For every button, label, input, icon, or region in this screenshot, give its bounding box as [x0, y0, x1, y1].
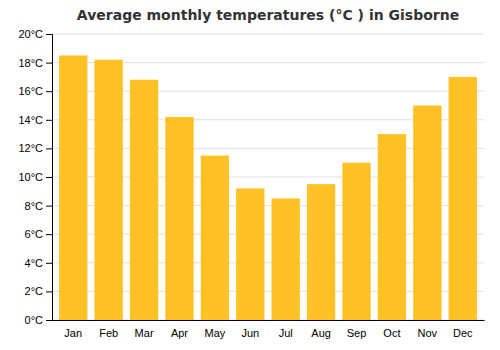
y-tick: 2°C	[25, 285, 52, 297]
y-tick-mark	[46, 291, 52, 292]
bar	[307, 184, 335, 320]
x-tick-label: Jan	[64, 327, 82, 339]
x-tick-label: Jul	[279, 327, 293, 339]
y-tick-mark	[46, 177, 52, 178]
y-tick-mark	[46, 120, 52, 121]
y-tick: 14°C	[18, 114, 52, 126]
y-tick-label: 6°C	[25, 228, 44, 240]
x-tick: Feb	[99, 327, 118, 339]
x-tick-label: Mar	[135, 327, 154, 339]
y-tick-mark	[46, 320, 52, 321]
x-tick: Aug	[311, 327, 331, 339]
x-tick: Oct	[383, 327, 400, 339]
x-tick-label: Nov	[418, 327, 438, 339]
y-tick-label: 2°C	[25, 285, 44, 297]
y-tick-mark	[46, 91, 52, 92]
x-tick: Jun	[241, 327, 259, 339]
y-tick-label: 20°C	[18, 28, 43, 40]
y-tick: 10°C	[18, 171, 52, 183]
y-tick-mark	[46, 234, 52, 235]
y-tick-label: 8°C	[25, 200, 44, 212]
x-tick: Sep	[347, 327, 367, 339]
y-tick-label: 4°C	[25, 257, 44, 269]
y-tick: 12°C	[18, 142, 52, 154]
x-axis: Jan Feb Mar Apr May Jun Jul Aug Sep Oct Nov Dec	[53, 321, 485, 339]
x-tick: Nov	[418, 327, 438, 339]
x-tick-label: Sep	[347, 327, 367, 339]
y-tick: 16°C	[18, 85, 52, 97]
bar	[449, 77, 477, 320]
x-tick-label: Apr	[171, 327, 188, 339]
grid-line	[52, 34, 484, 35]
x-tick-label: Dec	[453, 327, 473, 339]
grid	[52, 34, 484, 320]
y-tick-label: 12°C	[18, 142, 43, 154]
y-tick: 8°C	[25, 200, 52, 212]
y-tick: 20°C	[18, 28, 52, 40]
x-tick: Mar	[135, 327, 154, 339]
bar	[342, 163, 370, 320]
y-tick-mark	[46, 63, 52, 64]
x-tick: Jan	[64, 327, 82, 339]
bars	[59, 55, 477, 320]
y-axis: 0°C 2°C 4°C 6°C 8°C 10°C 12°C 14°C 16°C 18°C 20°C	[18, 28, 52, 326]
x-axis-line	[53, 320, 485, 321]
x-tick: May	[204, 327, 225, 339]
title: Average monthly temperatures (°C ) in Gi…	[77, 7, 459, 23]
bar	[413, 106, 441, 321]
bar	[201, 156, 229, 320]
y-tick-mark	[46, 34, 52, 35]
x-tick-label: May	[204, 327, 225, 339]
y-tick-label: 16°C	[18, 85, 43, 97]
plot: 0°C 2°C 4°C 6°C 8°C 10°C 12°C 14°C 16°C 18°C 20°C J…	[18, 28, 484, 339]
y-tick: 0°C	[25, 314, 52, 326]
x-tick-label: Oct	[383, 327, 400, 339]
x-tick-label: Feb	[99, 327, 118, 339]
bar	[94, 60, 122, 320]
y-tick-mark	[46, 148, 52, 149]
bar	[130, 80, 158, 320]
y-tick: 18°C	[18, 57, 52, 69]
y-tick-label: 0°C	[25, 314, 44, 326]
y-tick: 6°C	[25, 228, 52, 240]
y-tick-label: 18°C	[18, 57, 43, 69]
y-tick: 4°C	[25, 257, 52, 269]
y-tick-mark	[46, 263, 52, 264]
y-tick-label: 10°C	[18, 171, 43, 183]
x-tick-label: Aug	[311, 327, 331, 339]
bar	[236, 188, 264, 320]
y-tick-mark	[46, 206, 52, 207]
chart: 0°C 2°C 4°C 6°C 8°C 10°C 12°C 14°C 16°C 18°C 20°C J…	[0, 0, 500, 350]
y-tick-label: 14°C	[18, 114, 43, 126]
bar	[272, 198, 300, 320]
x-tick-label: Jun	[241, 327, 259, 339]
y-axis-line	[46, 35, 53, 321]
x-tick: Apr	[171, 327, 188, 339]
x-tick: Dec	[453, 327, 473, 339]
bar	[378, 134, 406, 320]
bar	[59, 55, 87, 320]
x-tick: Jul	[279, 327, 293, 339]
bar	[165, 117, 193, 320]
